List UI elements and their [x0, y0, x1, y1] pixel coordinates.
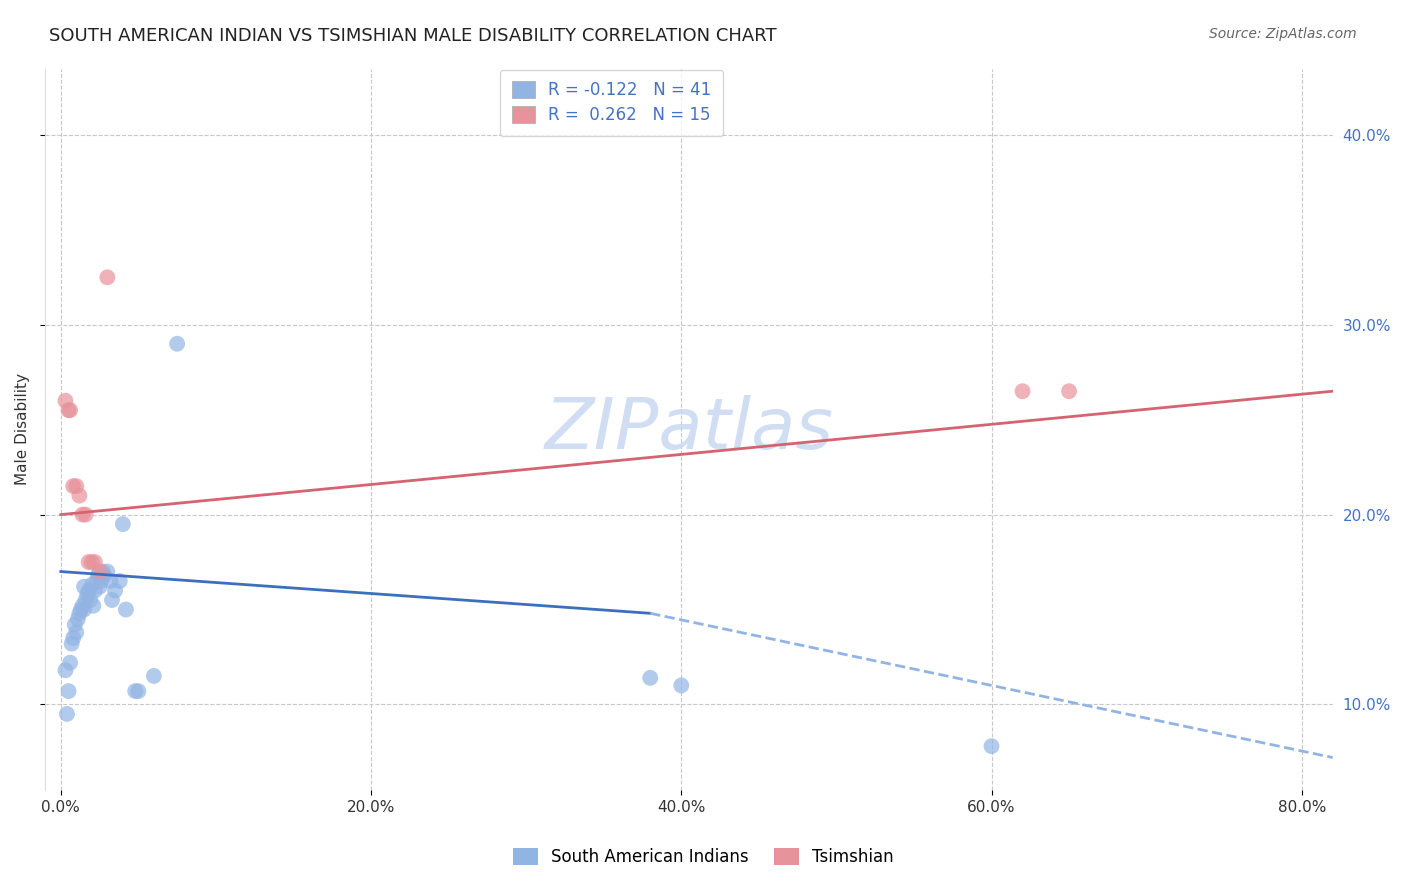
Point [90, 574, 112, 588]
Point [108, 574, 131, 588]
Point [66, 612, 89, 626]
Point [127, 684, 149, 698]
Point [58, 684, 80, 698]
Point [62, 631, 84, 645]
Point [67, 489, 90, 503]
Point [96, 270, 118, 285]
Point [124, 684, 146, 698]
Legend: R = -0.122   N = 41, R =  0.262   N = 15: R = -0.122 N = 41, R = 0.262 N = 15 [501, 70, 724, 136]
Point [1057, 384, 1080, 399]
Point [104, 583, 127, 598]
Point [111, 517, 134, 532]
Point [166, 336, 188, 351]
Point [84, 583, 107, 598]
Point [65, 479, 87, 493]
Point [100, 574, 122, 588]
Point [86, 574, 108, 588]
Point [91, 565, 114, 579]
Point [72, 599, 94, 613]
Point [115, 602, 138, 616]
Point [79, 593, 101, 607]
Point [55, 663, 77, 677]
Point [75, 508, 97, 522]
Text: SOUTH AMERICAN INDIAN VS TSIMSHIAN MALE DISABILITY CORRELATION CHART: SOUTH AMERICAN INDIAN VS TSIMSHIAN MALE … [49, 27, 778, 45]
Point [58, 403, 80, 417]
Text: Source: ZipAtlas.com: Source: ZipAtlas.com [1209, 27, 1357, 41]
Point [62, 479, 84, 493]
Point [82, 599, 104, 613]
Point [80, 555, 103, 569]
Point [980, 739, 1002, 754]
Point [63, 617, 86, 632]
Point [60, 637, 83, 651]
Point [89, 580, 111, 594]
Point [59, 403, 82, 417]
Point [75, 593, 97, 607]
Point [638, 671, 661, 685]
Point [142, 669, 165, 683]
Point [96, 565, 118, 579]
Point [76, 587, 98, 601]
Point [56, 706, 79, 721]
Point [70, 602, 93, 616]
Point [77, 583, 100, 598]
Point [72, 508, 94, 522]
Point [67, 607, 90, 621]
Point [73, 602, 96, 616]
Y-axis label: Male Disability: Male Disability [15, 373, 30, 485]
Point [93, 568, 115, 582]
Point [73, 580, 96, 594]
Point [55, 393, 77, 408]
Point [101, 593, 124, 607]
Point [87, 568, 110, 582]
Point [65, 625, 87, 640]
Point [80, 578, 103, 592]
Text: ZIPatlas: ZIPatlas [544, 394, 834, 464]
Point [59, 656, 82, 670]
Point [89, 565, 111, 579]
Point [77, 555, 100, 569]
Legend: South American Indians, Tsimshian: South American Indians, Tsimshian [505, 840, 901, 875]
Point [84, 555, 107, 569]
Point [671, 678, 693, 692]
Point [1011, 384, 1033, 399]
